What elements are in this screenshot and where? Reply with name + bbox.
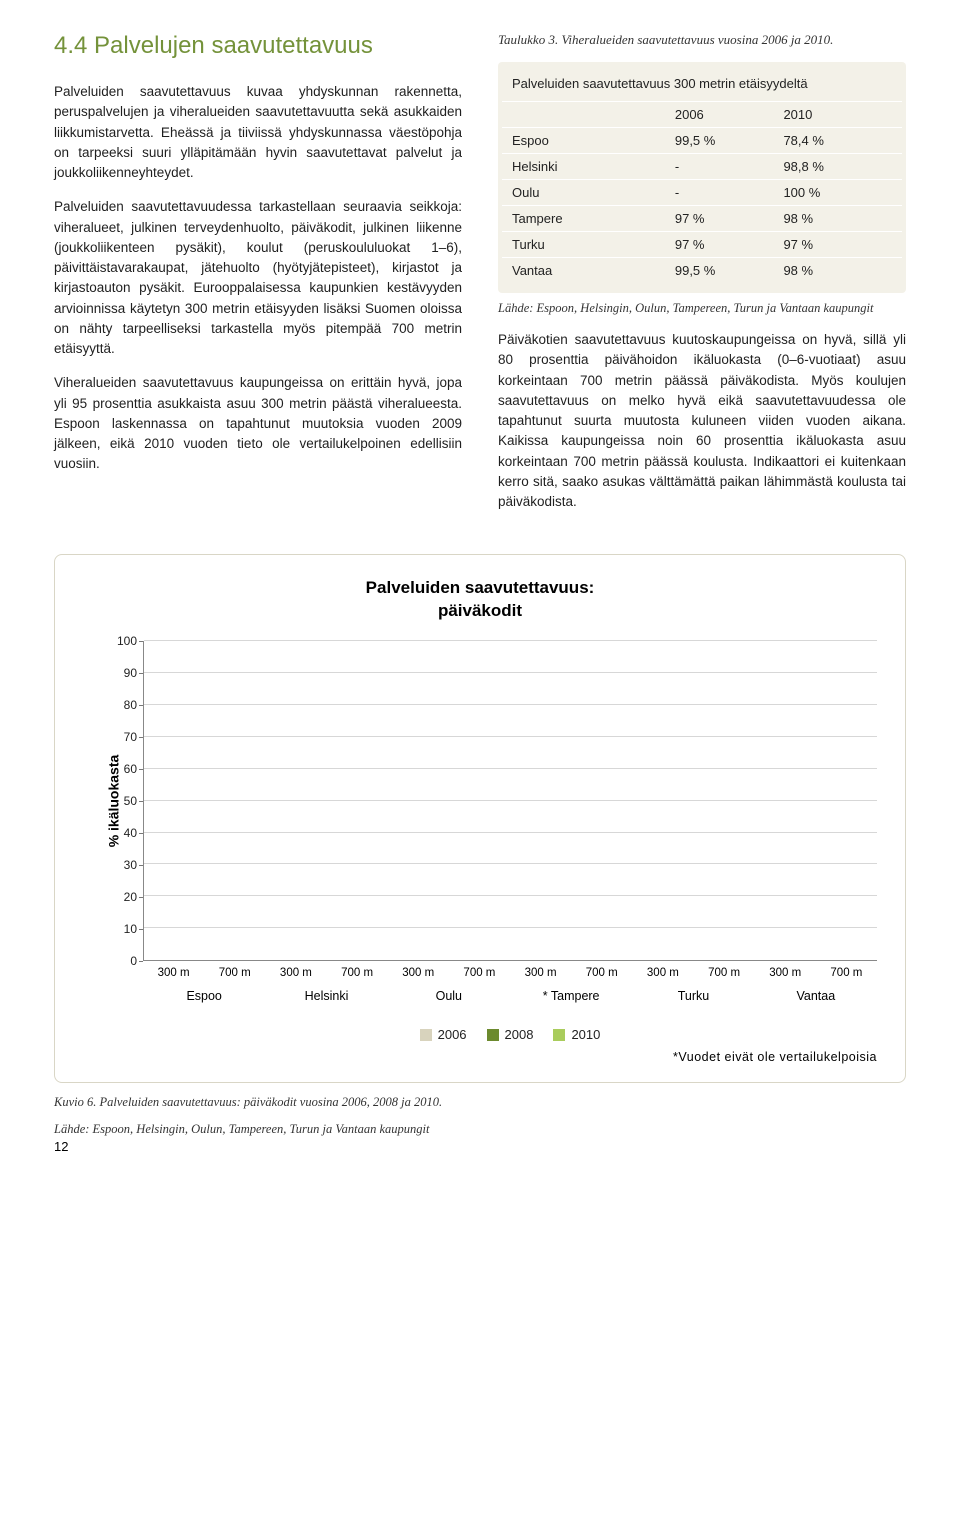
x-sublabel: 700 m	[327, 967, 388, 979]
cell: 97 %	[783, 237, 892, 252]
legend-swatch	[420, 1029, 432, 1041]
x-sublabel: 300 m	[632, 967, 693, 979]
legend-swatch	[553, 1029, 565, 1041]
legend-label: 2006	[438, 1027, 467, 1042]
table-caption: Taulukko 3. Viheralueiden saavutettavuus…	[498, 32, 906, 48]
y-tick: 0	[130, 954, 137, 968]
chart-title-line2: päiväkodit	[438, 601, 522, 620]
plot-area	[143, 641, 877, 961]
x-city-label: * Tampere	[510, 989, 632, 1003]
x-city-label: Helsinki	[265, 989, 387, 1003]
body-para-1: Palveluiden saavutettavuus kuvaa yhdysku…	[54, 82, 462, 183]
cell: 98,8 %	[783, 159, 892, 174]
cell: 98 %	[783, 211, 892, 226]
table-row: Oulu-100 %	[502, 179, 902, 205]
chart-title: Palveluiden saavutettavuus: päiväkodit	[83, 577, 877, 623]
x-sublabel: 300 m	[265, 967, 326, 979]
x-axis-sublabels: 300 m700 m300 m700 m300 m700 m300 m700 m…	[143, 967, 877, 979]
x-sublabel: 300 m	[388, 967, 449, 979]
y-ticks: 0102030405060708090100	[111, 641, 143, 961]
th-2010: 2010	[783, 107, 892, 122]
cell: 100 %	[783, 185, 892, 200]
cell: Helsinki	[512, 159, 675, 174]
figure-caption: Kuvio 6. Palveluiden saavutettavuus: päi…	[54, 1095, 906, 1110]
x-sublabel: 300 m	[143, 967, 204, 979]
cell: Tampere	[512, 211, 675, 226]
x-city-label: Vantaa	[755, 989, 877, 1003]
x-sublabel: 700 m	[571, 967, 632, 979]
cell: 97 %	[675, 237, 784, 252]
y-tick: 10	[124, 922, 137, 936]
bar-chart-card: Palveluiden saavutettavuus: päiväkodit %…	[54, 554, 906, 1082]
legend-item: 2008	[487, 1027, 534, 1042]
x-city-label: Oulu	[388, 989, 510, 1003]
y-tick: 50	[124, 794, 137, 808]
x-sublabel: 700 m	[693, 967, 754, 979]
cell: 78,4 %	[783, 133, 892, 148]
y-tick: 60	[124, 762, 137, 776]
cell: Vantaa	[512, 263, 675, 278]
body-para-2: Palveluiden saavutettavuudessa tarkastel…	[54, 197, 462, 359]
th-2006: 2006	[675, 107, 784, 122]
cell: -	[675, 185, 784, 200]
x-sublabel: 700 m	[449, 967, 510, 979]
y-tick: 90	[124, 666, 137, 680]
bars-layer	[144, 641, 877, 960]
cell: 98 %	[783, 263, 892, 278]
table-row: Espoo99,5 %78,4 %	[502, 127, 902, 153]
x-sublabel: 300 m	[510, 967, 571, 979]
x-sublabel: 300 m	[755, 967, 816, 979]
cell: 99,5 %	[675, 263, 784, 278]
y-tick: 40	[124, 826, 137, 840]
table-title: Palveluiden saavutettavuus 300 metrin et…	[502, 72, 902, 101]
x-city-label: Turku	[632, 989, 754, 1003]
cell: Turku	[512, 237, 675, 252]
cell: 97 %	[675, 211, 784, 226]
x-city-label: Espoo	[143, 989, 265, 1003]
cell: -	[675, 159, 784, 174]
y-tick: 80	[124, 698, 137, 712]
page-number: 12	[54, 1139, 906, 1154]
x-axis-city-labels: EspooHelsinkiOulu* TampereTurkuVantaa	[143, 989, 877, 1003]
table-source: Lähde: Espoon, Helsingin, Oulun, Tampere…	[498, 301, 906, 316]
x-sublabel: 700 m	[204, 967, 265, 979]
th-blank	[512, 107, 675, 122]
body-para-right-1: Päiväkotien saavutettavuus kuutoskaupung…	[498, 330, 906, 512]
y-tick: 100	[117, 634, 137, 648]
section-heading: 4.4 Palvelujen saavutettavuus	[54, 32, 462, 60]
legend-label: 2008	[505, 1027, 534, 1042]
table-row: Turku97 %97 %	[502, 231, 902, 257]
chart-legend: 2006 2008 2010	[143, 1027, 877, 1044]
y-tick: 30	[124, 858, 137, 872]
legend-item: 2006	[420, 1027, 467, 1042]
cell: Espoo	[512, 133, 675, 148]
y-tick: 70	[124, 730, 137, 744]
table-row: Helsinki-98,8 %	[502, 153, 902, 179]
body-para-3: Viheralueiden saavutettavuus kaupungeiss…	[54, 373, 462, 474]
table-header-row: 2006 2010	[502, 101, 902, 127]
table-row: Vantaa99,5 %98 %	[502, 257, 902, 283]
cell: Oulu	[512, 185, 675, 200]
table-row: Tampere97 %98 %	[502, 205, 902, 231]
chart-footnote: *Vuodet eivät ole vertailukelpoisia	[83, 1050, 877, 1064]
legend-swatch	[487, 1029, 499, 1041]
cell: 99,5 %	[675, 133, 784, 148]
legend-label: 2010	[571, 1027, 600, 1042]
y-tick: 20	[124, 890, 137, 904]
legend-item: 2010	[553, 1027, 600, 1042]
chart-title-line1: Palveluiden saavutettavuus:	[366, 578, 595, 597]
x-sublabel: 700 m	[816, 967, 877, 979]
accessibility-table: Palveluiden saavutettavuus 300 metrin et…	[498, 62, 906, 293]
figure-source: Lähde: Espoon, Helsingin, Oulun, Tampere…	[54, 1122, 906, 1137]
